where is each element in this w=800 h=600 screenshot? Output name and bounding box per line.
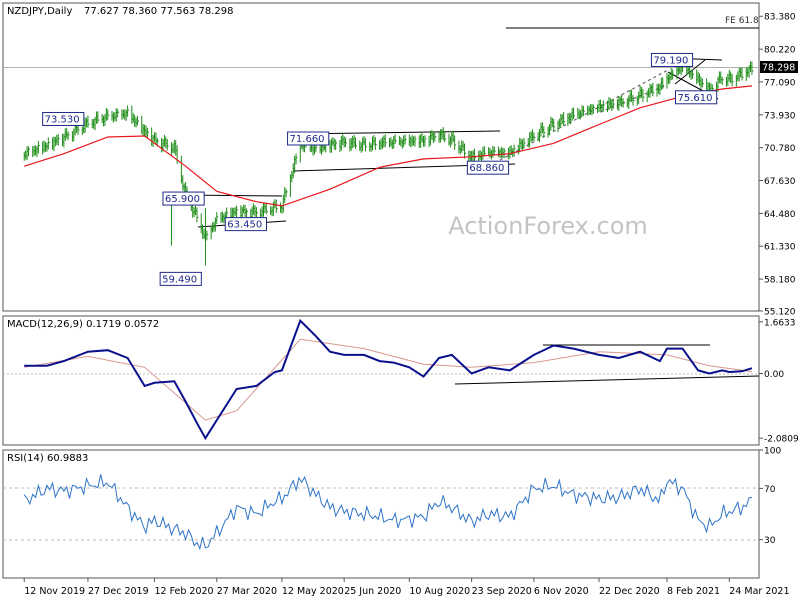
macd-lower-trendline — [454, 375, 760, 385]
price-y-tick-label: 70.780 — [764, 144, 796, 154]
macd-y-axis: 1.6633 0.00 -2.0809 — [759, 318, 799, 445]
date-axis-label: 22 Dec 2020 — [599, 586, 660, 597]
date-axis-label: 25 Jun 2020 — [344, 586, 401, 597]
date-axis: 12 Nov 2019 27 Dec 2019 12 Feb 2020 27 Mar … — [23, 578, 790, 597]
date-axis-label: 8 Feb 2021 — [667, 586, 720, 597]
price-annotation-box — [650, 52, 694, 67]
price-y-tick-label: 83.380 — [764, 13, 796, 23]
macd-pane: MACD(12,26,9) 0.1719 0.0572 1.6633 0.00 -2… — [2, 315, 799, 446]
price-y-tick-label: 55.120 — [764, 308, 796, 318]
price-pane-border — [2, 2, 760, 312]
price-annotation: 68.860 — [466, 160, 510, 175]
price-y-tick-label: 58.180 — [764, 276, 796, 286]
price-annotation-box — [287, 131, 330, 146]
rsi-pane-title: RSI(14) 60.9883 — [7, 453, 88, 464]
price-annotations: 73.530 65.900 59.490 63.450 71.660 68.860 79.1… — [42, 52, 718, 286]
rsi-y-tick-label: 30 — [764, 536, 776, 546]
price-annotation: 71.660 — [287, 131, 330, 146]
macd-y-tick-label: 1.6633 — [764, 318, 796, 328]
price-annotation: 79.190 — [650, 52, 694, 67]
macd-y-tick-label: 0.00 — [764, 370, 784, 380]
macd-pane-border — [2, 315, 760, 446]
price-annotation-box — [42, 111, 85, 126]
date-axis-label: 24 Mar 2021 — [729, 586, 789, 597]
price-pane-title: NZDJPY,Daily — [7, 6, 72, 17]
watermark: ActionForex.com — [448, 212, 648, 240]
price-pane: NZDJPY,Daily 77.627 78.360 77.563 78.298… — [2, 2, 798, 318]
macd-signal-line — [24, 338, 752, 421]
price-y-tick-label: 64.480 — [764, 210, 796, 220]
rsi-y-tick-label: 100 — [764, 447, 781, 457]
price-annotation-text: 79.190 — [653, 55, 688, 66]
rsi-pane: RSI(14) 60.9883 100 70 30 — [2, 447, 781, 579]
last-price-tag-text: 78.298 — [762, 63, 795, 74]
price-y-tick-label: 80.220 — [764, 46, 796, 56]
price-annotation: 73.530 — [42, 111, 85, 126]
price-annotation-text: 63.450 — [227, 220, 262, 231]
moving-average-line — [24, 85, 752, 207]
date-axis-label: 23 Sep 2020 — [472, 586, 532, 597]
price-annotation-box — [159, 271, 202, 286]
price-annotation-text: 59.490 — [162, 274, 197, 285]
rsi-pane-border — [2, 449, 760, 579]
price-annotation-text: 73.530 — [45, 114, 80, 125]
macd-pane-title: MACD(12,26,9) 0.1719 0.0572 — [7, 319, 159, 330]
price-y-tick-label: 77.090 — [764, 78, 796, 88]
date-axis-label: 27 Mar 2020 — [217, 586, 277, 597]
last-price-tag-box — [760, 61, 798, 73]
date-axis-label: 12 May 2020 — [282, 586, 344, 597]
macd-y-tick-label: -2.0809 — [764, 435, 799, 445]
date-axis-label: 6 Nov 2020 — [534, 586, 589, 597]
price-annotation-text: 65.900 — [165, 194, 200, 205]
price-y-tick-label: 73.930 — [764, 111, 796, 121]
price-y-tick-label: 61.330 — [764, 243, 796, 253]
price-annotation-box — [224, 217, 267, 232]
price-annotation-text: 75.610 — [677, 93, 712, 104]
date-axis-label: 12 Nov 2019 — [24, 586, 85, 597]
price-annotation-text: 68.860 — [469, 163, 504, 174]
price-annotation: 75.610 — [674, 90, 718, 105]
price-annotation: 59.490 — [159, 271, 202, 286]
price-y-tick-label: 67.630 — [764, 177, 796, 187]
date-axis-label: 10 Aug 2020 — [409, 586, 470, 597]
price-annotation: 65.900 — [162, 191, 205, 206]
price-annotation-box — [466, 160, 510, 175]
ohlc-header: 77.627 78.360 77.563 78.298 — [84, 6, 234, 17]
macd-line — [24, 318, 753, 441]
price-y-axis: 83.380 80.220 77.090 73.930 70.780 67.630 64.4… — [759, 13, 796, 318]
price-annotation: 63.450 — [224, 217, 267, 232]
price-annotation-box — [674, 90, 718, 105]
price-annotation-box — [162, 191, 205, 206]
rsi-y-axis: 100 70 30 — [759, 447, 781, 546]
rsi-y-tick-label: 70 — [764, 485, 776, 495]
date-axis-label: 27 Dec 2019 — [88, 586, 149, 597]
date-axis-label: 12 Feb 2020 — [154, 586, 213, 597]
fe-61-8-label: FE 61.8 — [725, 16, 759, 26]
rsi-line — [23, 474, 752, 551]
last-price-tag: 78.298 — [760, 61, 798, 74]
price-annotation-text: 71.660 — [290, 134, 325, 145]
